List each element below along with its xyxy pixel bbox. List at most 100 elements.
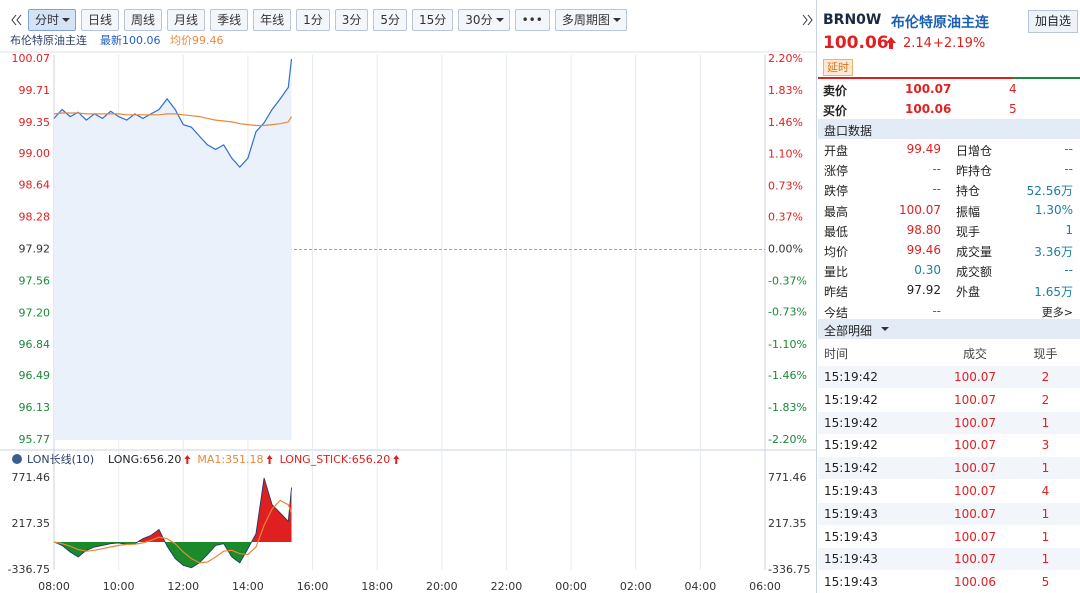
trade-cell: 1	[1041, 506, 1050, 521]
stat-value: --	[932, 162, 941, 177]
chart-latest: 最新100.06	[100, 33, 161, 47]
toolbar-button[interactable]: 5分	[373, 9, 408, 31]
trades-title: 全部明细	[824, 324, 873, 338]
y-tick-label: 96.49	[19, 369, 51, 382]
y-tick-label: -336.75	[8, 563, 50, 576]
stat-label: 成交额	[956, 265, 993, 280]
trades-header	[818, 319, 1080, 339]
legend-arrow	[184, 455, 191, 464]
toolbar: 分时 日线 周线 月线 季线 年线 1分 3分 5分 15分 30分 ••• 多周期图	[28, 9, 627, 31]
y-tick-label: 95.77	[19, 433, 51, 446]
book-volume: 4	[1009, 82, 1017, 96]
book-volume: 5	[1009, 102, 1017, 116]
trade-cell: 15:19:42	[824, 415, 878, 430]
x-tick-label: 20:00	[426, 580, 458, 593]
stat-value: 1.30%	[1034, 202, 1073, 217]
y-tick-label: 97.56	[19, 274, 51, 287]
legend-entry: LONG_STICK:656.20	[280, 453, 391, 466]
toolbar-button[interactable]: 月线	[167, 9, 206, 31]
add-watchlist[interactable]: 加自选	[1028, 10, 1079, 33]
stat-label: 昨持仓	[956, 164, 993, 179]
stat-value: 1	[1065, 222, 1073, 237]
y-tick-label: 97.20	[19, 306, 51, 319]
stat-label: 开盘	[824, 144, 849, 158]
y2-tick-label: -1.83%	[768, 401, 807, 414]
trade-cell: 15:19:42	[824, 392, 878, 407]
stat-value: 0.30	[914, 263, 941, 278]
trade-cell: 100.07	[954, 552, 996, 567]
y2-tick-label: 1.10%	[768, 147, 803, 160]
stat-value: --	[932, 182, 941, 197]
stat-value: 99.46	[906, 243, 941, 257]
column-header: 时间	[824, 347, 849, 361]
y2-tick-label: 0.37%	[768, 210, 803, 223]
stat-value: 3.36万	[1034, 245, 1073, 259]
stick-area-down	[54, 542, 252, 568]
expand-icon[interactable]	[802, 14, 813, 26]
x-tick-label: 14:00	[232, 580, 264, 593]
row-bg	[818, 366, 1080, 388]
chart-symbol: 布伦特原油主连	[10, 33, 87, 47]
row-bg	[818, 548, 1080, 571]
row-bg	[818, 457, 1080, 480]
trade-cell: 100.07	[954, 506, 996, 521]
toolbar-button[interactable]: 周线	[124, 9, 163, 31]
stats-title: 盘口数据	[824, 124, 873, 138]
book-label: 卖价	[823, 84, 848, 98]
book-price: 100.06	[905, 102, 952, 116]
stat-value: 98.80	[906, 222, 941, 237]
stat-label: 昨结	[824, 285, 849, 300]
toolbar-button[interactable]: 年线	[253, 9, 292, 31]
collapse-icon[interactable]	[11, 14, 22, 26]
up-arrow	[886, 37, 896, 49]
row-bg	[818, 411, 1080, 434]
trade-cell: 3	[1041, 438, 1050, 453]
toolbar-button[interactable]: 3分	[334, 9, 369, 31]
stat-value: 52.56万	[1026, 184, 1073, 199]
stat-label: 涨停	[824, 164, 849, 179]
trade-cell: 1	[1041, 529, 1050, 544]
quote-panel: BRN0W 布伦特原油主连 加自选 100.06 2.14 +2.19% 延时 卖价 100.0…	[816, 0, 1080, 593]
x-tick-label: 16:00	[297, 580, 329, 593]
book-price: 100.07	[905, 82, 952, 96]
trades-dropdown[interactable]	[881, 327, 889, 335]
trade-cell: 4	[1041, 484, 1050, 498]
more-link[interactable]: 更多>	[1041, 306, 1073, 319]
trade-cell: 15:19:42	[824, 370, 878, 384]
stat-label: 日增仓	[956, 144, 993, 158]
price-change: 2.14	[903, 36, 932, 51]
x-tick-label: 04:00	[685, 580, 717, 593]
toolbar-button[interactable]: 30分	[458, 9, 510, 31]
stat-value: --	[1064, 142, 1073, 156]
y2-tick-label: -0.37%	[768, 275, 807, 288]
toolbar-button[interactable]: 1分	[296, 9, 330, 31]
toolbar-button[interactable]: 15分	[412, 9, 454, 31]
trade-cell: 100.07	[954, 529, 996, 544]
stat-value: 100.07	[899, 202, 941, 217]
toolbar-button[interactable]: 分时	[28, 9, 77, 31]
y-tick-label: 771.46	[12, 471, 51, 484]
toolbar-button[interactable]: •••	[514, 9, 550, 31]
y2-tick-label: -1.10%	[768, 338, 807, 351]
toolbar-button[interactable]: 多周期图	[554, 9, 627, 31]
legend-entry: LONG:656.20	[108, 453, 181, 466]
y2-tick-label: -0.73%	[768, 306, 807, 319]
x-tick-label: 10:00	[103, 580, 135, 593]
trade-cell: 100.07	[954, 370, 996, 384]
trade-cell: 1	[1041, 415, 1050, 430]
trade-cell: 100.07	[954, 484, 996, 498]
y-tick-label: 99.35	[19, 116, 51, 129]
y2-tick-label: -1.46%	[768, 369, 807, 382]
toolbar-button[interactable]: 日线	[81, 9, 120, 31]
series-line	[53, 499, 293, 564]
indicator-toggle[interactable]	[12, 454, 22, 464]
trade-cell: 15:19:42	[824, 438, 878, 453]
trade-cell: 15:19:42	[824, 461, 878, 476]
price-area	[54, 59, 292, 440]
toolbar-button[interactable]: 季线	[210, 9, 249, 31]
trade-cell: 2	[1041, 392, 1050, 407]
y-tick-label: 98.64	[19, 179, 51, 192]
stat-label: 今结	[824, 305, 849, 320]
y-tick-label: 99.71	[19, 84, 51, 97]
